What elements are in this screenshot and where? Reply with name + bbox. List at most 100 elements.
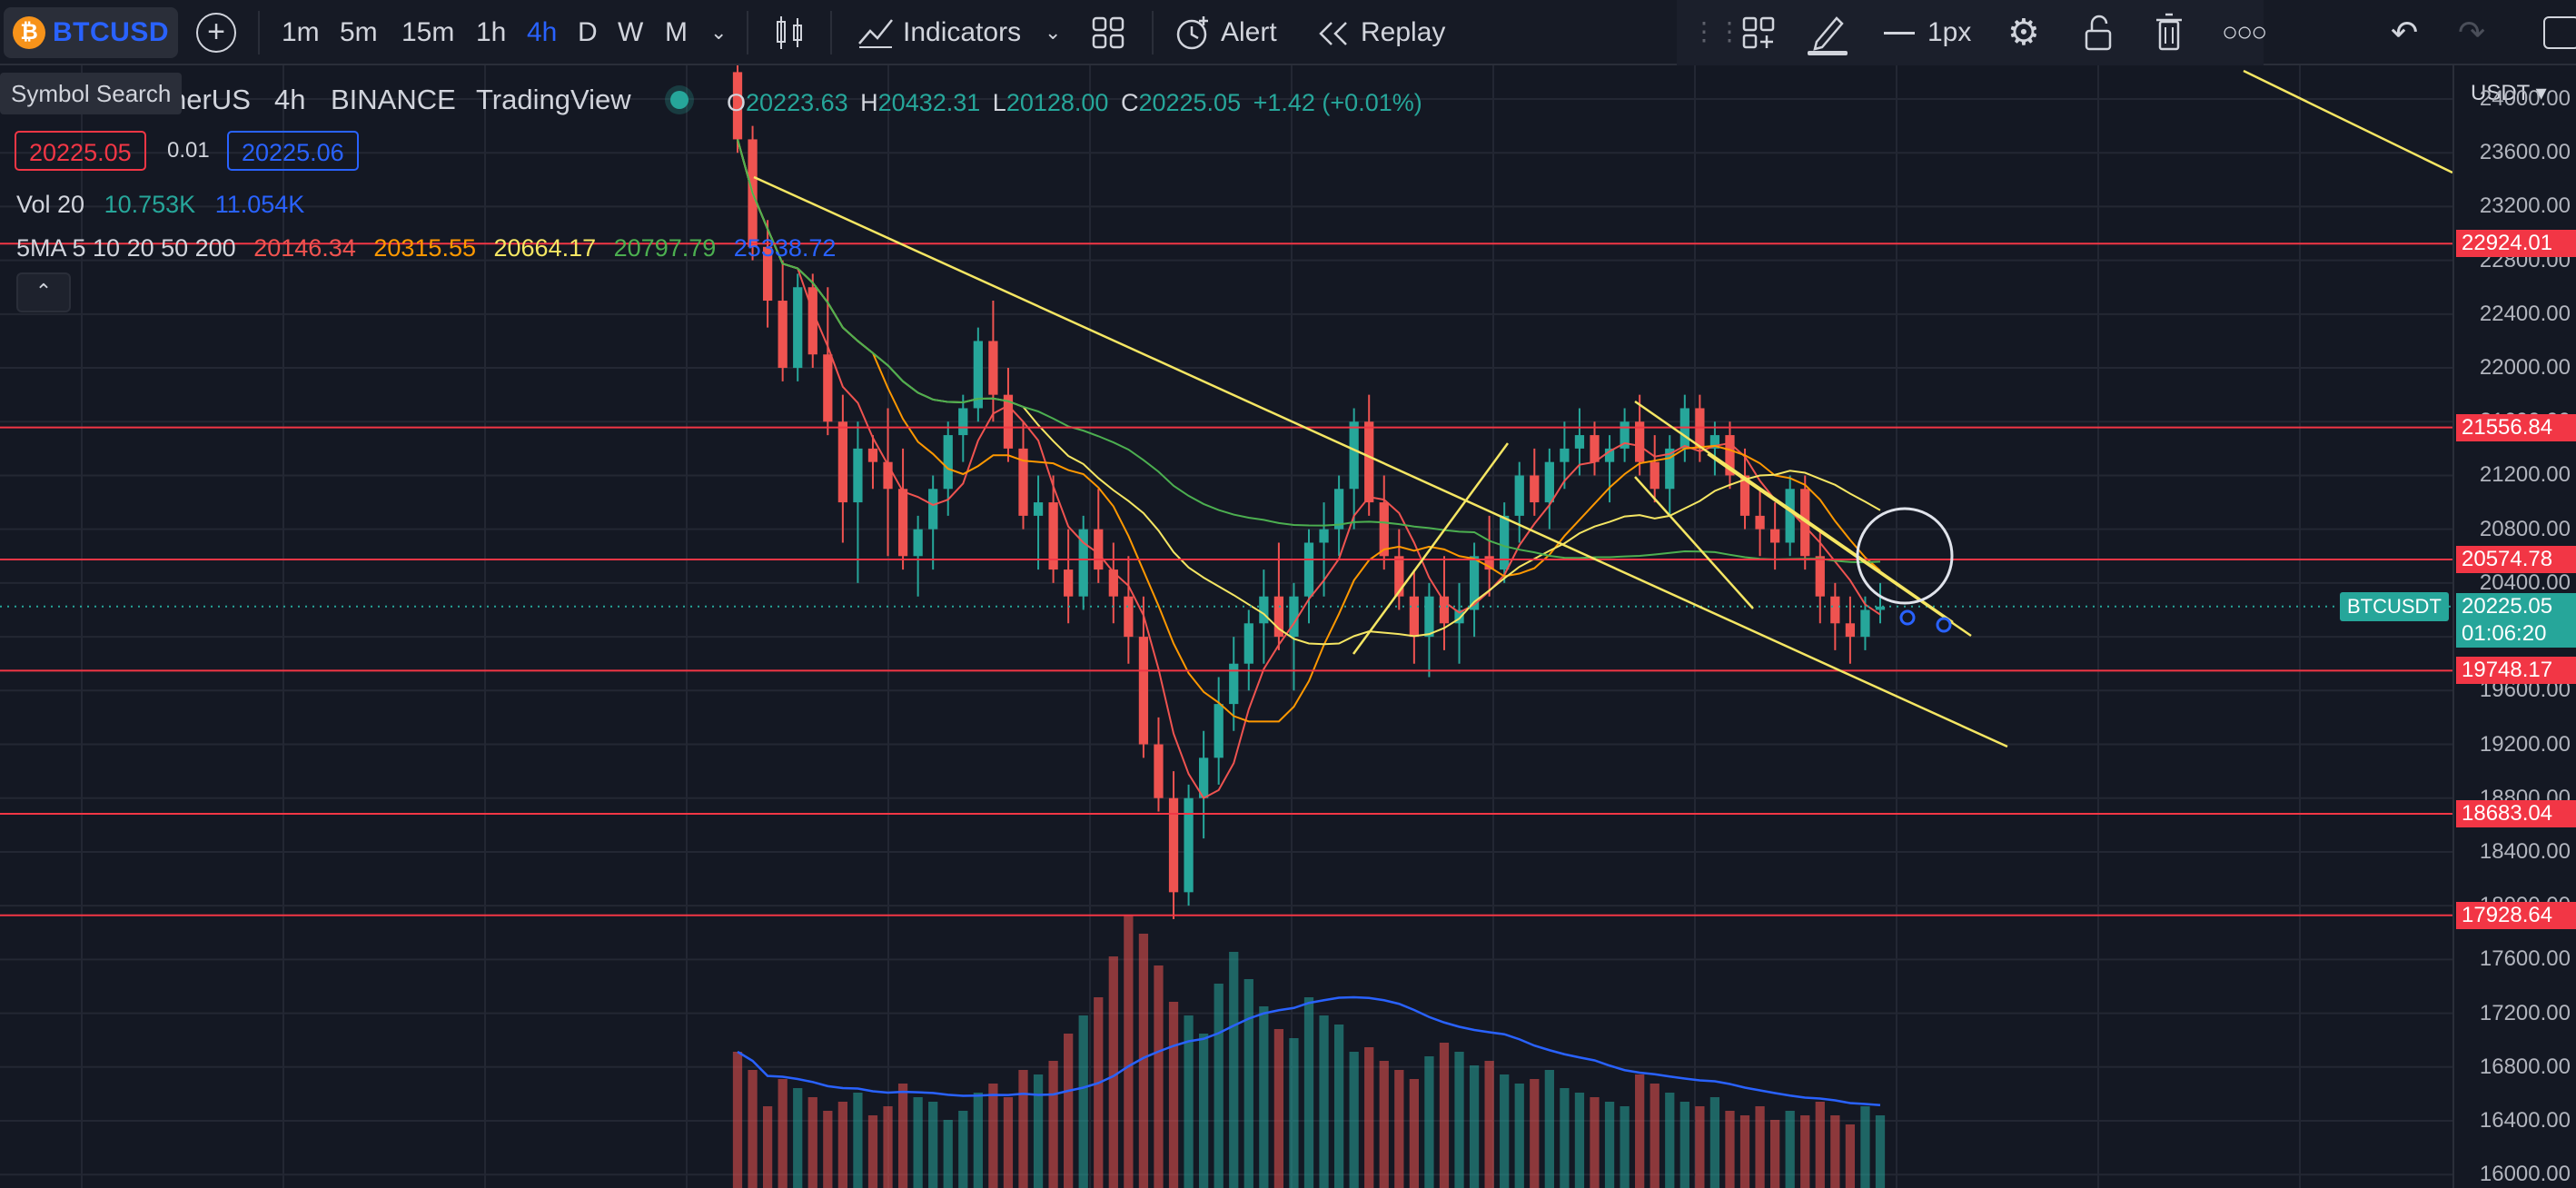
volume-bar xyxy=(1860,1106,1870,1188)
timeframe-d[interactable]: D xyxy=(578,17,598,47)
layout-grid-icon[interactable] xyxy=(1092,16,1125,49)
ma-10-line xyxy=(737,139,1881,723)
volume-ma-value: 11.054K xyxy=(214,191,305,218)
chart-exchange[interactable]: BINANCE xyxy=(331,84,456,115)
candle-body xyxy=(1199,757,1209,798)
alert-button[interactable]: Alert xyxy=(1221,17,1277,47)
drag-handle-icon[interactable]: ⋮⋮ xyxy=(1691,17,1742,45)
redo-icon[interactable]: ↷ xyxy=(2458,14,2486,51)
alert-clock-icon xyxy=(1176,16,1208,50)
drawing-anchor-handle xyxy=(1899,609,1916,626)
object-tree-icon[interactable] xyxy=(1742,16,1775,49)
trash-icon[interactable] xyxy=(2155,13,2184,53)
ma-5-line xyxy=(737,139,1881,800)
timeframe-more-chevron-icon[interactable]: ⌄ xyxy=(710,21,728,44)
collapse-legend-button[interactable]: ⌃ xyxy=(16,272,71,312)
volume-legend[interactable]: Vol 20 10.753K 11.054K xyxy=(16,191,304,219)
timeframe-15m[interactable]: 15m xyxy=(401,17,455,47)
ma-legend[interactable]: 5MA 5 10 20 50 200 20146.34 20315.55 206… xyxy=(16,234,836,262)
unlock-icon[interactable] xyxy=(2084,13,2113,53)
price-axis-tick: 23600.00 xyxy=(2479,140,2571,165)
candle-body xyxy=(1709,435,1720,449)
candle-body xyxy=(1484,556,1494,570)
candle-body xyxy=(1544,461,1554,503)
candle-body xyxy=(1214,704,1224,758)
price-axis-tick: 22000.00 xyxy=(2479,355,2571,381)
timeframe-m[interactable]: M xyxy=(665,17,688,47)
volume-bar xyxy=(1454,1052,1464,1188)
ma-5-value: 20146.34 xyxy=(253,234,356,262)
settings-gear-icon[interactable]: ⚙ xyxy=(2007,13,2040,53)
line-width-label[interactable]: 1px xyxy=(1927,17,1972,47)
volume-bar xyxy=(1168,1002,1179,1188)
volume-bar xyxy=(1018,1070,1028,1188)
volume-bar xyxy=(1544,1070,1554,1188)
pencil-icon[interactable] xyxy=(1808,11,1848,56)
ohlc-open: 20223.63 xyxy=(746,89,848,116)
replay-button[interactable]: Replay xyxy=(1361,17,1446,47)
volume-bar xyxy=(1424,1056,1434,1188)
top-toolbar: ₿ BTCUSD + 1m 5m 15m 1h 4h D W M ⌄ Indic… xyxy=(0,0,2576,65)
sell-price-button[interactable]: 20225.05 xyxy=(15,131,146,171)
volume-bar xyxy=(1349,1052,1359,1188)
candle-body xyxy=(883,461,893,490)
drawing-anchor-handle xyxy=(1936,617,1952,633)
candle-body xyxy=(897,489,908,557)
compare-add-icon[interactable]: + xyxy=(196,13,236,53)
candle-body xyxy=(1243,623,1253,664)
undo-icon[interactable]: ↶ xyxy=(2391,14,2419,51)
candle-body xyxy=(913,529,923,557)
chart-source[interactable]: TradingView xyxy=(476,84,631,115)
volume-bar xyxy=(762,1106,773,1188)
timeframe-4h[interactable]: 4h xyxy=(527,17,558,47)
candle-body xyxy=(1124,596,1134,638)
timeframe-1h[interactable]: 1h xyxy=(476,17,507,47)
volume-bar xyxy=(1469,1065,1480,1188)
volume-label: Vol 20 xyxy=(16,191,85,218)
volume-bar xyxy=(928,1102,938,1188)
candle-body xyxy=(1845,623,1856,638)
volume-bar xyxy=(1725,1111,1735,1188)
price-axis-tick: 16000.00 xyxy=(2479,1162,2571,1187)
volume-bar xyxy=(837,1102,847,1188)
fullscreen-icon[interactable] xyxy=(2543,16,2576,49)
candle-body xyxy=(1439,596,1450,624)
volume-bar xyxy=(1259,1006,1269,1188)
candle-body xyxy=(928,489,938,530)
candle-body xyxy=(793,287,803,369)
timeframe-w[interactable]: W xyxy=(618,17,644,47)
more-options-icon[interactable]: ○○○ xyxy=(2222,17,2267,47)
candle-body xyxy=(988,341,998,395)
indicators-button[interactable]: Indicators xyxy=(903,17,1022,47)
candles-icon[interactable] xyxy=(774,15,807,51)
volume-bar xyxy=(1064,1034,1074,1188)
chart-title-suffix[interactable]: nerUS xyxy=(171,84,251,115)
last-price-tag: 20225.05 xyxy=(2456,592,2576,620)
volume-bar xyxy=(1379,1061,1389,1188)
volume-bar xyxy=(1033,1074,1044,1188)
candle-body xyxy=(1514,475,1524,516)
line-width-icon[interactable] xyxy=(1884,32,1915,35)
indicators-chevron-icon[interactable]: ⌄ xyxy=(1045,21,1062,44)
candle-body xyxy=(1289,596,1299,638)
candle-body xyxy=(732,72,743,140)
price-level-tag: 22924.01 xyxy=(2456,230,2576,258)
symbol-label: BTCUSD xyxy=(53,17,169,47)
trendline xyxy=(1707,452,1972,638)
volume-bar xyxy=(1484,1061,1494,1188)
chart-interval[interactable]: 4h xyxy=(274,84,306,115)
buy-price-button[interactable]: 20225.06 xyxy=(227,131,359,171)
volume-bar xyxy=(1514,1084,1524,1188)
trendline xyxy=(2243,69,2453,174)
replay-rewind-icon xyxy=(1319,22,1347,45)
price-axis-tick: 20400.00 xyxy=(2479,569,2571,595)
candle-body xyxy=(853,448,863,503)
currency-selector[interactable]: USDT ▾ xyxy=(2471,80,2547,106)
price-axis-tick: 17600.00 xyxy=(2479,946,2571,972)
symbol-button[interactable]: ₿ BTCUSD xyxy=(4,7,178,58)
volume-bar xyxy=(1124,916,1134,1188)
timeframe-1m[interactable]: 1m xyxy=(282,17,320,47)
timeframe-5m[interactable]: 5m xyxy=(340,17,378,47)
candle-body xyxy=(1333,489,1344,530)
